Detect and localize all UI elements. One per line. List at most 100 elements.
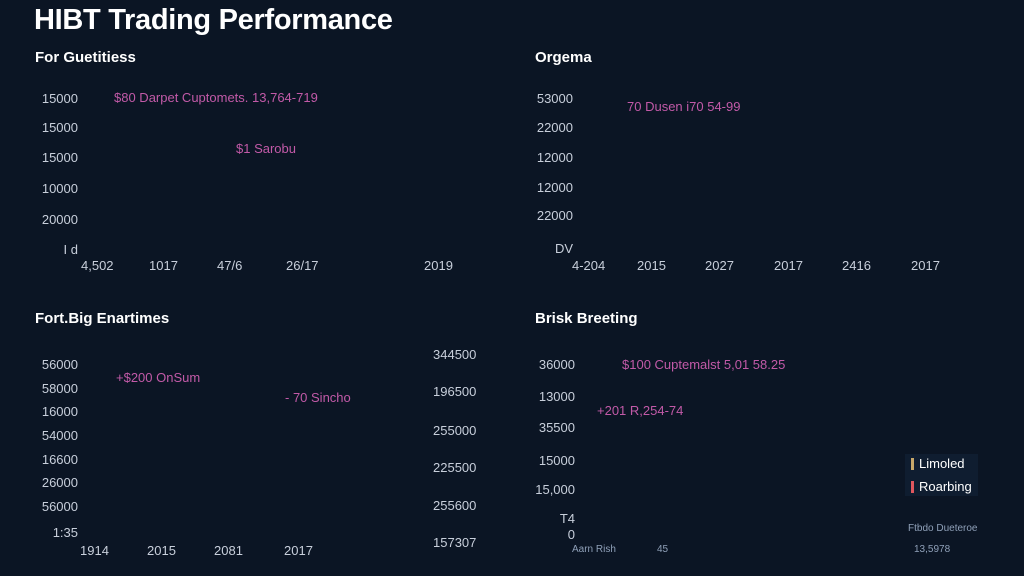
candle-body xyxy=(316,459,321,467)
candle-body xyxy=(183,459,189,477)
candle xyxy=(862,423,868,467)
candle xyxy=(886,423,891,463)
x-tick: 1914 xyxy=(80,543,109,558)
candle-body xyxy=(678,466,684,477)
candle xyxy=(617,455,622,484)
candle-body xyxy=(245,459,251,467)
candle xyxy=(970,360,976,399)
candle xyxy=(214,452,220,477)
candle-body xyxy=(378,425,384,440)
y-tick: DV xyxy=(554,241,573,256)
candle xyxy=(755,434,761,477)
candle xyxy=(339,425,345,457)
candle xyxy=(740,487,745,506)
candle-body xyxy=(624,469,630,488)
candle xyxy=(323,435,329,464)
candle xyxy=(269,463,274,495)
panel-1 xyxy=(87,95,494,247)
series-line-red xyxy=(222,152,494,210)
y-tick: 20000 xyxy=(41,212,78,227)
legend-item: Roarbing xyxy=(911,479,972,494)
candle-body xyxy=(136,473,142,481)
candle xyxy=(183,446,189,488)
x-tick: 47/6 xyxy=(217,258,243,273)
y2-tick: 255600 xyxy=(433,498,477,513)
x-tick: 2019 xyxy=(424,258,453,273)
candle xyxy=(308,452,314,474)
candle xyxy=(417,411,423,440)
annotation: $100 Cuptemalst 5,01 58.25 xyxy=(622,357,786,372)
y-tick: 56000 xyxy=(41,499,78,514)
candle-body xyxy=(970,370,976,396)
candle xyxy=(732,466,738,499)
candle-body xyxy=(409,428,415,436)
y-tick: 22000 xyxy=(536,208,573,223)
candle-body xyxy=(855,434,860,456)
candle xyxy=(839,398,845,428)
y-tick: 10000 xyxy=(41,181,78,196)
candle-body xyxy=(901,381,906,389)
candle xyxy=(701,448,707,470)
x-tick: 45 xyxy=(657,544,669,555)
series-line-lavender xyxy=(87,115,494,227)
candle-body xyxy=(105,463,110,471)
y-tick: 15,000 xyxy=(535,482,575,497)
candle xyxy=(717,459,722,488)
candle xyxy=(793,441,799,460)
y-tick: 35500 xyxy=(538,420,575,435)
x-tick: Aarn Rish xyxy=(572,544,616,555)
candle-body xyxy=(355,428,360,443)
candle xyxy=(175,449,181,474)
candle-body xyxy=(763,448,768,456)
candle-body xyxy=(300,459,306,469)
candle-body xyxy=(97,459,103,467)
y-tick: T4 xyxy=(559,511,575,526)
x-tick: 4,502 xyxy=(81,258,114,273)
candle-body xyxy=(339,432,345,450)
candle-body xyxy=(939,391,945,421)
candle xyxy=(816,413,822,453)
annotation: 70 Dusen i70 54-99 xyxy=(627,99,741,114)
panel-2 xyxy=(581,95,991,245)
series-line-red xyxy=(87,510,425,521)
candle xyxy=(594,476,599,506)
candle xyxy=(300,456,306,474)
candle xyxy=(370,418,376,446)
candle-body xyxy=(586,469,592,499)
candle xyxy=(167,449,173,474)
x-tick: 13,5978 xyxy=(914,544,951,555)
x-tick: 1017 xyxy=(149,258,178,273)
candle-body xyxy=(363,425,368,433)
candle-body xyxy=(120,459,126,474)
series-line-red xyxy=(581,217,990,231)
candle xyxy=(386,425,392,446)
candle xyxy=(778,434,784,467)
y-tick: 26000 xyxy=(41,475,78,490)
candle-body xyxy=(89,423,95,467)
candle xyxy=(655,427,661,488)
candle-body xyxy=(932,391,937,396)
y-tick: 15000 xyxy=(41,120,78,135)
annotation: $80 Darpet Cuptomets. 13,764-719 xyxy=(114,90,318,105)
candle-body xyxy=(786,437,791,445)
candle xyxy=(870,416,876,460)
series-line-orange xyxy=(87,121,494,233)
annotation: $1 Sarobu xyxy=(236,141,296,156)
marker-dot xyxy=(193,162,201,170)
candle xyxy=(978,370,983,389)
candle-body xyxy=(386,432,392,436)
candle xyxy=(893,381,899,435)
legend-label: Roarbing xyxy=(919,479,972,494)
candle-body xyxy=(978,377,983,382)
candle xyxy=(586,462,592,506)
arrow-line xyxy=(89,407,97,421)
candle-body xyxy=(191,473,196,481)
candle xyxy=(932,388,937,407)
candle xyxy=(222,456,228,481)
panel-3 xyxy=(87,360,425,532)
candle-body xyxy=(694,448,699,460)
candle-body xyxy=(601,487,607,502)
y-tick: 54000 xyxy=(41,428,78,443)
candle xyxy=(159,456,165,467)
candle-body xyxy=(269,473,274,484)
